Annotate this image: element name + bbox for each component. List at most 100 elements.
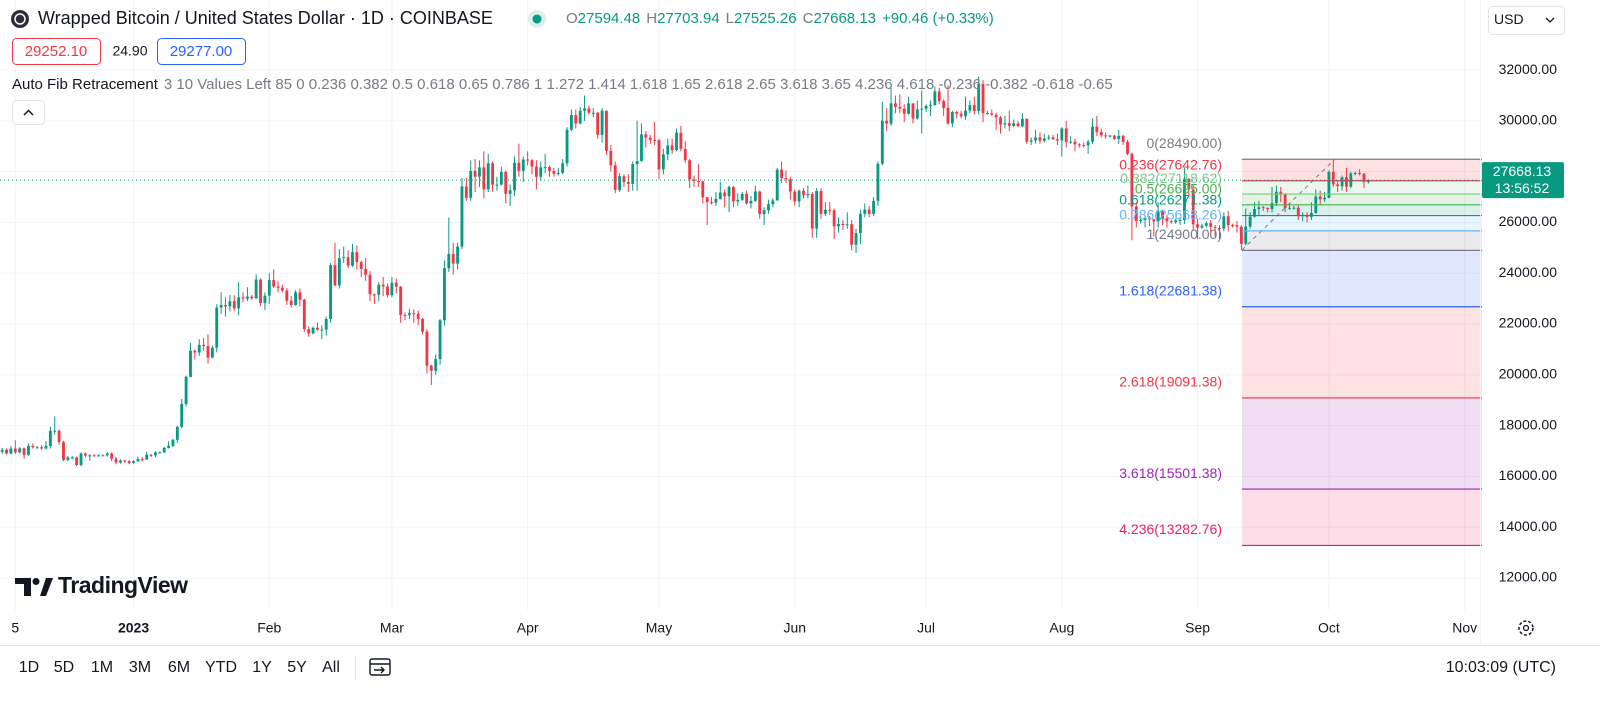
candle-body: [57, 430, 61, 443]
candle-body: [552, 170, 556, 174]
candle-body: [35, 447, 39, 449]
candle-body: [657, 140, 661, 170]
candle-body: [1288, 207, 1291, 209]
range-button[interactable]: All: [322, 659, 340, 676]
currency-select[interactable]: [1488, 6, 1565, 35]
fib-band: [1242, 180, 1482, 195]
candle-body: [583, 108, 586, 111]
candle-body: [753, 191, 757, 201]
x-tick-label: Aug: [1049, 620, 1074, 636]
settings-gear[interactable]: [1518, 620, 1534, 636]
range-button[interactable]: 3M: [129, 659, 151, 676]
range-button[interactable]: 6M: [168, 659, 190, 676]
candle-body: [1104, 135, 1108, 137]
candle-body: [1156, 211, 1160, 222]
candle-body: [158, 452, 162, 454]
range-button[interactable]: YTD: [205, 659, 237, 676]
candle-body: [696, 181, 700, 183]
x-tick-label: Sep: [1185, 620, 1210, 636]
x-tick-label: Jun: [783, 620, 806, 636]
candle-body: [832, 210, 836, 227]
candle-body: [977, 84, 981, 111]
fib-band: [1242, 215, 1482, 231]
candle-body: [1331, 171, 1335, 185]
range-button[interactable]: 1D: [19, 659, 39, 676]
candle-body: [1266, 207, 1270, 210]
candle-body: [1038, 137, 1042, 141]
candle-body: [175, 426, 179, 440]
candle-body: [377, 284, 381, 295]
candle-body: [1117, 135, 1121, 139]
currency[interactable]: USD: [1494, 11, 1524, 27]
candle-body: [661, 154, 665, 170]
sell-box[interactable]: [12, 38, 101, 65]
candle-body: [889, 103, 893, 124]
candle-body: [600, 110, 604, 135]
range-button[interactable]: 1Y: [252, 659, 272, 676]
candle-body: [635, 161, 639, 165]
candle-body: [924, 105, 928, 109]
y-tick-label: 24000.00: [1499, 264, 1558, 280]
candle-body: [421, 318, 424, 332]
candle-body: [237, 297, 241, 309]
candle-body: [1218, 228, 1221, 230]
candle-body: [981, 84, 985, 114]
candle-body: [40, 447, 44, 449]
candle-body: [675, 132, 678, 151]
candle-body: [1169, 221, 1173, 223]
candle-body: [451, 253, 455, 264]
candle-body: [745, 194, 748, 204]
candle-body: [311, 327, 315, 334]
indicator-name[interactable]: Auto Fib Retracement: [12, 76, 159, 93]
candle-body: [587, 108, 591, 113]
candle-body: [644, 134, 648, 138]
candle-body: [972, 105, 976, 111]
candle-body: [999, 117, 1002, 125]
candle-body: [27, 445, 30, 455]
candle-body: [1196, 224, 1199, 228]
candle-body: [959, 113, 963, 117]
candle-body: [13, 448, 17, 453]
x-tick-label: Feb: [257, 620, 281, 636]
brand-icon-dot: [32, 578, 40, 585]
ohlc-value: 27525.26: [734, 10, 797, 27]
clock[interactable]: 10:03:09 (UTC): [1446, 659, 1556, 676]
candle-body: [1318, 196, 1322, 200]
candle-body: [342, 257, 346, 259]
candle-body: [44, 445, 48, 449]
candle-body: [521, 159, 525, 171]
candle-body: [79, 453, 83, 465]
range-button[interactable]: 1M: [91, 659, 113, 676]
candle-body: [425, 331, 429, 366]
candle-body: [780, 169, 784, 179]
range-button[interactable]: 5Y: [287, 659, 307, 676]
candle-body: [819, 190, 823, 214]
candle-body: [1222, 216, 1226, 229]
candle-body: [127, 461, 131, 463]
buy-box[interactable]: [157, 38, 246, 65]
candle-body: [1016, 123, 1020, 127]
candle-body: [530, 160, 534, 167]
candle-body: [1257, 207, 1261, 210]
symbol-title[interactable]: Wrapped Bitcoin / United States Dollar ·…: [38, 8, 493, 28]
candle-body: [534, 166, 538, 177]
range-button[interactable]: 5D: [54, 659, 74, 676]
candle-body: [574, 115, 578, 124]
candle-body: [946, 107, 950, 124]
bid-price[interactable]: 29252.10: [25, 43, 88, 60]
candle-body: [114, 458, 118, 463]
fib-level-label: 4.236(13282.76): [1119, 521, 1222, 537]
candle-body: [1261, 207, 1265, 209]
indicator-legend[interactable]: Auto Fib Retracement 3 10 Values Left 85 …: [12, 76, 1113, 93]
ohlc-value: 27668.13: [813, 10, 876, 27]
fib-level-label: 2.618(19091.38): [1119, 374, 1222, 390]
collapse-button[interactable]: [12, 100, 45, 125]
candle-body: [473, 170, 477, 177]
candle-body: [48, 430, 52, 446]
ask-price[interactable]: 29277.00: [170, 43, 233, 60]
fib-level-label: 0.236(27642.76): [1119, 156, 1222, 172]
candle-body: [1034, 137, 1037, 141]
goto-date-icon[interactable]: [369, 658, 391, 676]
